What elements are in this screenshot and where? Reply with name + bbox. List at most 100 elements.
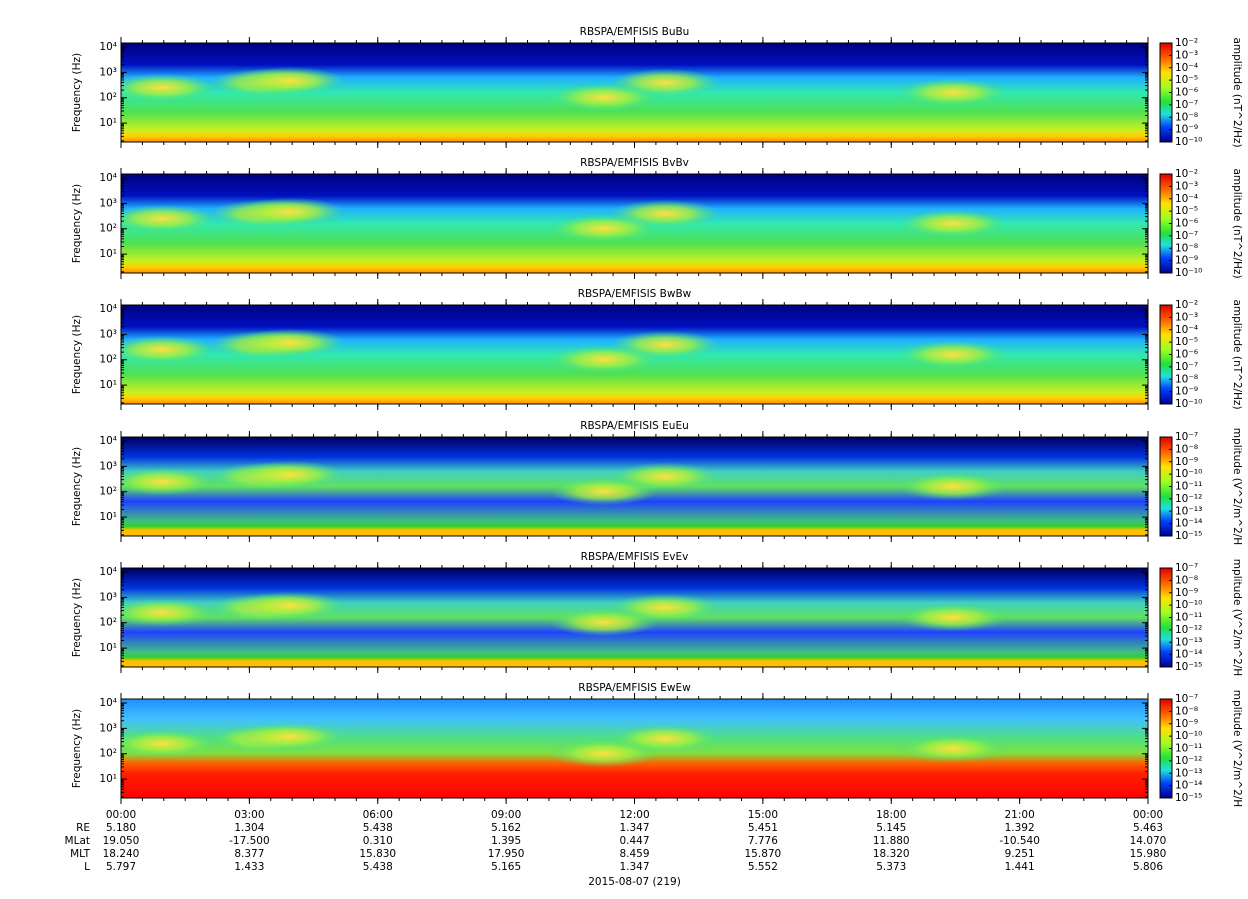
y-tick-label: 10³ [99,460,117,472]
colorbar-tick-label: 10⁻¹³ [1175,636,1202,648]
colorbar-tick-label: 10⁻¹³ [1175,767,1202,779]
ephemeris-value: 7.776 [748,835,778,847]
ephemeris-value: 0.447 [619,835,649,847]
ephemeris-label: MLT [70,848,90,860]
colorbar-tick-label: 10⁻⁸ [1175,443,1198,455]
ephemeris-value: 1.347 [619,822,649,834]
y-axis-label: Frequency (Hz) [71,53,83,132]
emission-patch [121,335,218,364]
emission-patch [235,722,346,751]
ephemeris-value: -17.500 [229,835,270,847]
colorbar-tick-label: 10⁻¹⁰ [1175,730,1202,742]
colorbar-tick-label: 10⁻⁴ [1175,62,1198,74]
spectrogram-image [121,699,1148,798]
y-tick-label: 10² [99,748,117,760]
colorbar-tick-label: 10⁻¹⁴ [1175,649,1202,661]
colorbar-tick-label: 10⁻⁷ [1175,693,1198,705]
y-tick-label: 10¹ [99,117,117,129]
y-tick-label: 10¹ [99,642,117,654]
x-tick-label: 00:00 [106,809,136,821]
y-axis-label: Frequency (Hz) [71,447,83,526]
colorbar-label: amplitude (nT^2/Hz) [1231,299,1243,409]
colorbar-tick-label: 10⁻¹² [1175,493,1202,505]
colorbar-tick-label: 10⁻⁴ [1175,324,1198,336]
ephemeris-value: 5.145 [876,822,906,834]
colorbar-tick-label: 10⁻⁵ [1175,205,1198,217]
colorbar-tick-label: 10⁻² [1175,37,1198,49]
colorbar-tick-label: 10⁻¹¹ [1175,743,1202,755]
ephemeris-value: -10.540 [999,835,1040,847]
emission-patch [235,591,346,620]
colorbar-tick-label: 10⁻¹² [1175,624,1202,636]
x-tick-label: 00:00 [1133,809,1163,821]
colorbar-tick-label: 10⁻⁴ [1175,193,1198,205]
colorbar-tick-label: 10⁻⁸ [1175,574,1198,586]
colorbar-tick-label: 10⁻⁷ [1175,99,1198,111]
ephemeris-value: 18.320 [873,848,910,860]
colorbar-tick-label: 10⁻⁸ [1175,373,1198,385]
spectrogram-image [121,174,1148,273]
colorbar-tick-label: 10⁻⁸ [1175,705,1198,717]
y-tick-label: 10⁴ [99,41,117,53]
x-tick-label: 12:00 [619,809,649,821]
y-tick-label: 10² [99,354,117,366]
ephemeris-value: 14.070 [1130,835,1167,847]
panel-title: RBSPA/EMFISIS BwBw [578,288,692,300]
ephemeris-value: 1.441 [1005,861,1035,873]
emission-patch [548,739,659,768]
colorbar-tick-label: 10⁻¹⁰ [1175,267,1202,279]
ephemeris-value: 15.870 [745,848,782,860]
ephemeris-value: 5.438 [363,822,393,834]
x-tick-label: 09:00 [491,809,521,821]
ephemeris-value: 5.165 [491,861,521,873]
colorbar-tick-label: 10⁻¹⁵ [1175,661,1202,673]
emission-patch [235,328,346,357]
y-tick-label: 10² [99,617,117,629]
ephemeris-value: 1.433 [234,861,264,873]
colorbar-tick-label: 10⁻¹¹ [1175,481,1202,493]
colorbar-tick-label: 10⁻⁹ [1175,456,1198,468]
emission-patch [121,467,218,496]
colorbar-tick-label: 10⁻¹¹ [1175,612,1202,624]
ephemeris-value: 5.373 [876,861,906,873]
emission-patch [897,734,1008,763]
spectrogram-image [121,43,1148,142]
colorbar-tick-label: 10⁻¹⁰ [1175,599,1202,611]
colorbar-tick-label: 10⁻⁷ [1175,230,1198,242]
colorbar-tick-label: 10⁻⁶ [1175,218,1198,230]
emission-patch [121,598,218,627]
colorbar-tick-label: 10⁻³ [1175,311,1198,323]
colorbar-tick-label: 10⁻⁹ [1175,124,1198,136]
y-tick-label: 10³ [99,328,117,340]
colorbar-tick-label: 10⁻⁸ [1175,242,1198,254]
emission-patch [897,340,1008,369]
ephemeris-value: 8.459 [619,848,649,860]
colorbar-tick-label: 10⁻¹⁰ [1175,398,1202,410]
y-axis-label: Frequency (Hz) [71,184,83,263]
ephemeris-value: 11.880 [873,835,910,847]
spectrogram-image [121,437,1148,536]
ephemeris-value: 5.451 [748,822,778,834]
emission-patch [897,209,1008,238]
colorbar-label: amplitude (nT^2/Hz) [1231,37,1243,147]
y-tick-label: 10² [99,223,117,235]
colorbar-tick-label: 10⁻⁷ [1175,361,1198,373]
y-tick-label: 10² [99,486,117,498]
colorbar-tick-label: 10⁻³ [1175,49,1198,61]
ephemeris-value: 1.304 [234,822,264,834]
ephemeris-value: 18.240 [103,848,140,860]
colorbar-tick-label: 10⁻³ [1175,180,1198,192]
emission-patch [235,460,346,489]
y-tick-label: 10⁴ [99,435,117,447]
x-tick-label: 15:00 [748,809,778,821]
colorbar-tick-label: 10⁻¹⁰ [1175,468,1202,480]
emission-patch [548,608,659,637]
colorbar-tick-label: 10⁻¹³ [1175,505,1202,517]
y-tick-label: 10¹ [99,511,117,523]
emission-patch [121,73,218,102]
colorbar-tick-label: 10⁻⁹ [1175,255,1198,267]
colorbar-tick-label: 10⁻⁸ [1175,111,1198,123]
ephemeris-value: 5.797 [106,861,136,873]
ephemeris-label: L [84,861,90,873]
